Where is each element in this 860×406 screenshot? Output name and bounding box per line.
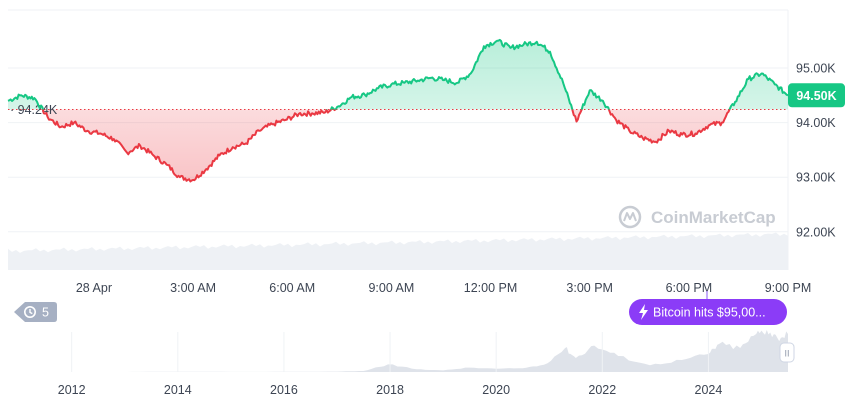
y-axis: 95.00K 94.00K 93.00K 92.00K bbox=[796, 62, 836, 240]
lightning-icon bbox=[639, 304, 648, 320]
event-marker-bg bbox=[629, 299, 787, 325]
x-tick-label: 9:00 PM bbox=[765, 281, 812, 295]
navigator-year-label: 2014 bbox=[164, 383, 192, 397]
area-above-reference bbox=[8, 39, 788, 110]
y-tick-label: 92.00K bbox=[796, 225, 836, 239]
x-tick-label: 3:00 PM bbox=[566, 281, 613, 295]
price-line-down bbox=[41, 109, 731, 183]
area-below-reference bbox=[42, 109, 730, 182]
navigator-area bbox=[8, 330, 788, 372]
handle-grip-icon: II bbox=[784, 349, 789, 359]
navigator-year-label: 2016 bbox=[270, 383, 298, 397]
navigator-year-label: 2020 bbox=[482, 383, 510, 397]
current-price-tag-bg bbox=[788, 83, 845, 108]
event-marker[interactable]: Bitcoin hits $95,00... bbox=[629, 291, 787, 325]
volume-band bbox=[8, 232, 788, 270]
y-tick-label: 94.00K bbox=[796, 116, 836, 130]
x-tick-label: 6:00 AM bbox=[269, 281, 315, 295]
event-label: Bitcoin hits $95,00... bbox=[653, 306, 766, 320]
price-line-up bbox=[7, 38, 789, 110]
price-area bbox=[8, 39, 788, 182]
history-icon bbox=[23, 305, 36, 318]
y-tick-label: 93.00K bbox=[796, 171, 836, 185]
x-tick-label: 6:00 PM bbox=[666, 281, 713, 295]
x-tick-label: 12:00 PM bbox=[464, 281, 518, 295]
coinmarketcap-logo-icon bbox=[618, 205, 642, 229]
price-line bbox=[7, 38, 789, 183]
watermark-text: CoinMarketCap bbox=[651, 208, 776, 227]
navigator-year-label: 2012 bbox=[58, 383, 86, 397]
x-axis: 28 Apr 3:00 AM 6:00 AM 9:00 AM 12:00 PM 3:00 … bbox=[76, 281, 811, 295]
history-button[interactable]: 5 bbox=[14, 302, 57, 322]
navigator-year-label: 2022 bbox=[588, 383, 616, 397]
x-tick-label: 3:00 AM bbox=[170, 281, 216, 295]
current-price-tag: 94.50K bbox=[788, 83, 845, 108]
range-navigator[interactable]: 2012 2014 2016 2018 2020 2022 2024 bbox=[8, 330, 788, 397]
watermark: CoinMarketCap bbox=[618, 205, 776, 229]
x-tick-label: 9:00 AM bbox=[368, 281, 414, 295]
navigator-year-label: 2024 bbox=[695, 383, 723, 397]
x-tick-label: 28 Apr bbox=[76, 281, 112, 295]
volume-area bbox=[8, 232, 788, 270]
navigator-handle[interactable]: II bbox=[779, 342, 795, 363]
reference-price-label: · 94.24K bbox=[10, 103, 58, 117]
y-tick-label: 95.00K bbox=[796, 62, 836, 76]
history-count: 5 bbox=[42, 306, 49, 320]
current-price-label: 94.50K bbox=[796, 89, 836, 103]
navigator-year-label: 2018 bbox=[376, 383, 404, 397]
